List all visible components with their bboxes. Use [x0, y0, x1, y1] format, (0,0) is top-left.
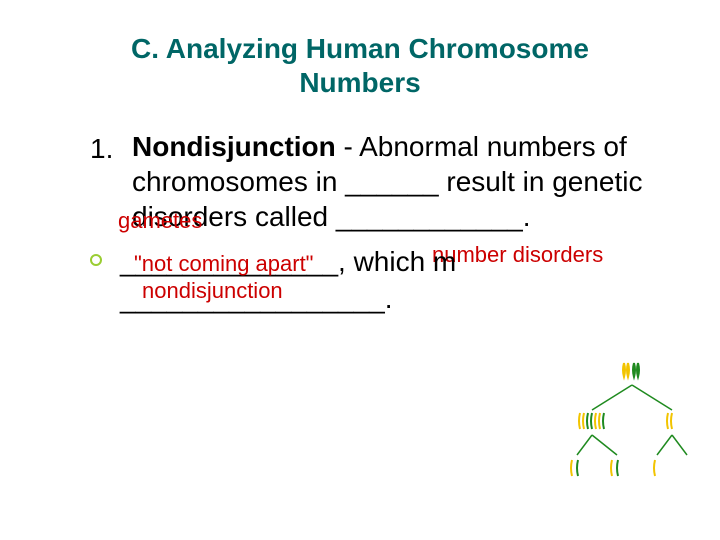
chromo-bot-3: [654, 460, 655, 476]
term-bold: Nondisjunction: [132, 131, 336, 162]
bullet-icon: [90, 254, 102, 266]
list-number: 1.: [90, 133, 114, 165]
answer-gametes: gametes: [118, 207, 202, 235]
sub-bullet-row: ______________, which m ________________…: [90, 244, 680, 317]
main-body-text: Nondisjunction - Abnormal numbers of chr…: [132, 129, 652, 234]
slide: C. Analyzing Human Chromosome Numbers 1.…: [0, 0, 720, 540]
chromosome-diagram: [562, 355, 702, 485]
list-item-1: 1. Nondisjunction - Abnormal numbers of …: [90, 129, 680, 234]
slide-title: C. Analyzing Human Chromosome Numbers: [120, 32, 600, 99]
sub-body-text: ______________, which m ________________…: [120, 244, 680, 317]
answer-not-coming-apart: "not coming apart": [134, 250, 314, 279]
